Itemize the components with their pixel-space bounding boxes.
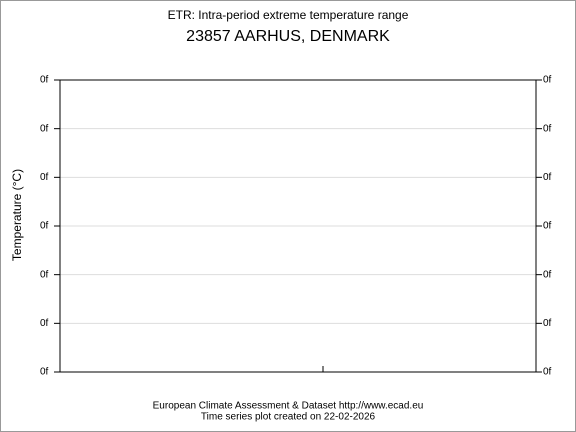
- y2-tick-label: 0f: [543, 269, 552, 280]
- y2-tick-label: 0f: [543, 221, 552, 232]
- y-tick-label: 0f: [40, 172, 49, 183]
- chart-title: ETR: Intra-period extreme temperature ra…: [168, 8, 409, 22]
- y-tick-label: 0f: [40, 269, 49, 280]
- y2-tick-label: 0f: [543, 318, 552, 329]
- y-tick-label: 0f: [40, 318, 49, 329]
- y-axis-label: Temperature (°C): [10, 169, 24, 261]
- y-tick-label: 0f: [40, 75, 49, 86]
- y-tick-label: 0f: [40, 221, 49, 232]
- y-tick-label: 0f: [40, 367, 49, 378]
- footer: Time series plot created on 22-02-2026: [201, 412, 376, 423]
- chart-subtitle: 23857 AARHUS, DENMARK: [186, 28, 390, 45]
- footer: European Climate Assessment & Dataset ht…: [153, 401, 424, 412]
- y-tick-label: 0f: [40, 123, 49, 134]
- y2-tick-label: 0f: [543, 75, 552, 86]
- plot-frame: [59, 79, 537, 373]
- y2-tick-label: 0f: [543, 123, 552, 134]
- y2-tick-label: 0f: [543, 172, 552, 183]
- y2-tick-label: 0f: [543, 367, 552, 378]
